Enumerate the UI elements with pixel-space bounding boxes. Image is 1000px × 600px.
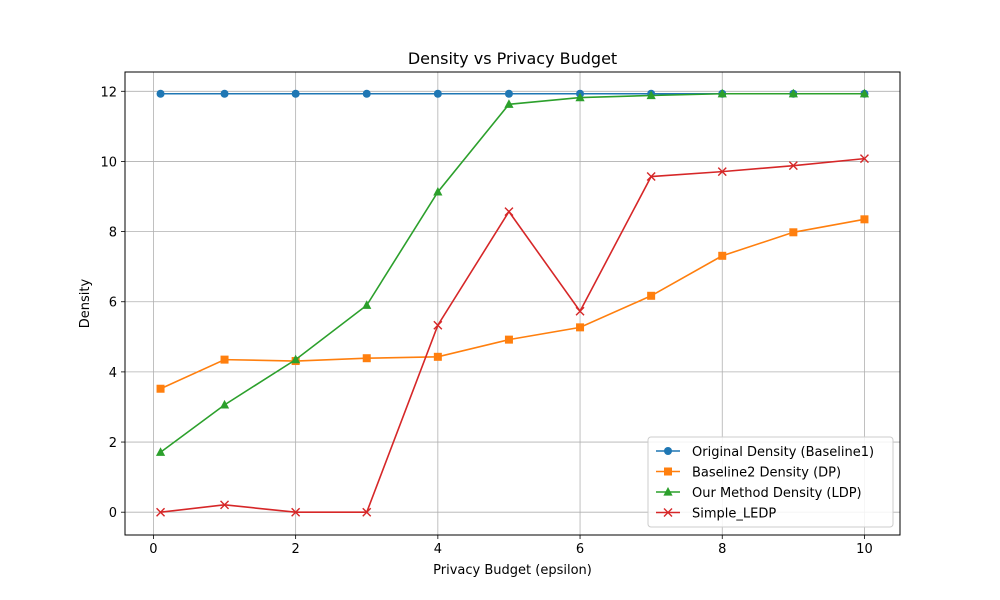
y-tick-label: 10 [100, 155, 117, 170]
data-point [504, 99, 514, 108]
y-tick-label: 2 [109, 436, 117, 451]
data-point [220, 89, 229, 98]
data-point [859, 154, 869, 164]
data-point [433, 352, 442, 361]
legend-box [647, 436, 894, 528]
x-tick-label: 0 [149, 542, 157, 557]
data-point [664, 467, 672, 476]
data-point [789, 228, 798, 237]
series-our-method-density-ldp [155, 88, 870, 456]
data-point [576, 323, 585, 332]
legend-item: Original Density (Baseline1) [656, 445, 874, 460]
axis-ticks: 0 2 4 6 8 10 0 2 4 6 8 10 12 [100, 85, 872, 557]
data-point [717, 167, 727, 177]
data-point [664, 447, 672, 455]
y-axis-label: Density [78, 278, 93, 328]
x-axis-label: Privacy Budget (epsilon) [433, 563, 592, 578]
data-point [156, 89, 165, 98]
data-point [291, 507, 301, 517]
data-point [859, 88, 870, 98]
legend-label: Original Density (Baseline1) [692, 445, 874, 460]
x-tick-label: 6 [576, 542, 584, 557]
data-point [362, 300, 372, 309]
data-point [433, 320, 443, 330]
data-point [663, 508, 673, 517]
legend-label: Our Method Density (LDP) [692, 486, 862, 501]
legend: Original Density (Baseline1) Baseline2 De… [647, 436, 894, 528]
y-tick-label: 0 [109, 506, 117, 521]
data-point [156, 507, 166, 517]
data-point [291, 354, 301, 364]
data-point [362, 89, 371, 98]
data-point [362, 507, 372, 517]
legend-item: Our Method Density (LDP) [656, 486, 862, 501]
data-point [155, 447, 166, 456]
data-point [220, 500, 230, 510]
data-point [220, 355, 229, 364]
y-tick-label: 12 [100, 85, 117, 100]
plot-frame [124, 71, 901, 536]
data-point [362, 354, 371, 363]
y-tick-label: 6 [109, 296, 117, 311]
data-point [788, 161, 798, 171]
data-point [718, 251, 727, 260]
data-point [788, 88, 798, 98]
data-point [647, 291, 656, 300]
x-tick-label: 10 [856, 542, 873, 557]
series-layer [155, 88, 870, 517]
data-point [504, 335, 513, 344]
data-point [860, 215, 869, 224]
x-tick-label: 2 [292, 542, 300, 557]
data-point [504, 207, 514, 217]
legend-item: Baseline2 Density (DP) [656, 466, 841, 481]
data-point [646, 172, 656, 182]
data-point [433, 89, 442, 98]
legend-label: Baseline2 Density (DP) [692, 466, 841, 481]
x-tick-label: 4 [434, 542, 442, 557]
data-point [504, 89, 513, 98]
data-point [156, 384, 165, 393]
data-point [646, 90, 656, 100]
legend-label: Simple_LEDP [692, 507, 776, 522]
y-tick-label: 4 [109, 366, 117, 381]
data-point [575, 306, 585, 316]
data-point [575, 92, 585, 102]
x-tick-label: 8 [718, 542, 726, 557]
chart-title: Density vs Privacy Budget [408, 49, 617, 68]
legend-item: Simple_LEDP [656, 507, 776, 522]
data-point [291, 89, 300, 98]
data-point [433, 186, 443, 196]
y-tick-label: 8 [109, 226, 117, 241]
data-point [663, 487, 673, 496]
data-point [219, 399, 230, 409]
data-point [717, 88, 727, 98]
series-simple-ledp [156, 154, 869, 517]
